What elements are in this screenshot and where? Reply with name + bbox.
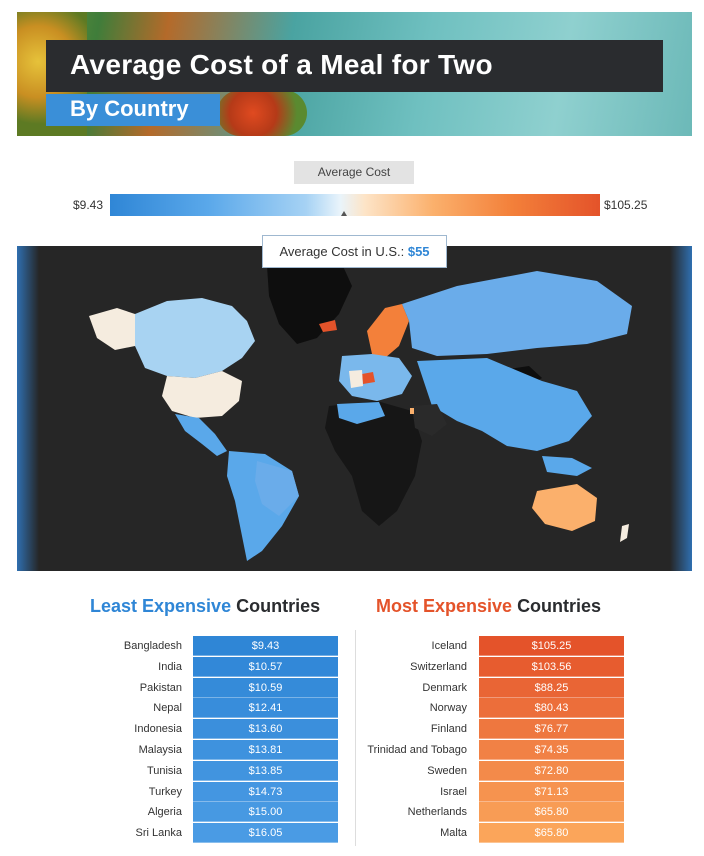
map-region-new-zealand — [620, 524, 629, 542]
map-region-switzerland — [362, 372, 375, 384]
tomatoes-image — [217, 90, 307, 136]
most-value-cell: $76.77 — [479, 719, 624, 740]
least-country-label: Sri Lanka — [135, 827, 182, 840]
map-region-europe — [339, 354, 412, 401]
least-value-cell: $13.81 — [193, 740, 338, 760]
map-edge-right — [670, 246, 692, 571]
legend-title: Average Cost — [294, 161, 414, 184]
map-region-israel — [410, 408, 414, 414]
us-callout-label: Average Cost in U.S.: — [279, 244, 405, 259]
most-country-label: Netherlands — [407, 806, 467, 819]
map-region-brazil — [255, 461, 299, 516]
map-region-canada — [135, 298, 255, 378]
map-edge-left — [17, 246, 39, 571]
most-value-cell: $88.25 — [479, 677, 624, 698]
map-region-usa — [162, 371, 242, 418]
map-region-australia — [532, 484, 597, 531]
least-country-label: Bangladesh — [123, 640, 182, 652]
title-bar — [46, 40, 663, 92]
least-country-label: Nepal — [153, 702, 182, 715]
least-country-label: Algeria — [147, 806, 182, 819]
most-country-label: Finland — [430, 723, 467, 736]
least-country-label: Pakistan — [139, 681, 182, 694]
most-value-cell: $71.13 — [479, 781, 624, 802]
least-country-label: Tunisia — [146, 764, 182, 777]
us-average-callout: Average Cost in U.S.: $55 — [262, 235, 447, 268]
subtitle-bar — [46, 94, 220, 126]
most-value-cell: $65.80 — [479, 802, 624, 823]
most-value-cell: $65.80 — [479, 823, 624, 844]
least-value-cell: $9.43 — [193, 636, 338, 656]
map-region-middle-east — [412, 404, 447, 436]
map-region-africa — [325, 401, 422, 526]
least-value-cell: $15.00 — [193, 802, 338, 823]
most-country-label: Trinidad and Tobago — [367, 744, 467, 756]
world-map — [17, 246, 692, 571]
us-marker-icon — [341, 211, 347, 216]
us-callout-value: $55 — [407, 244, 430, 259]
most-country-label: Norway — [429, 702, 467, 715]
least-country-label: Indonesia — [134, 723, 182, 736]
most-country-label: Israel — [440, 785, 467, 798]
most-country-label: Malta — [440, 827, 467, 840]
map-region-russia — [402, 271, 632, 356]
least-expensive-title: Least Expensive Countries — [90, 596, 320, 617]
most-title-suffix: Countries — [517, 596, 602, 616]
column-divider — [355, 630, 356, 846]
map-region-alaska — [89, 308, 135, 350]
map-region-france — [349, 370, 363, 388]
least-value-cell: $10.59 — [193, 677, 338, 698]
map-region-greenland — [267, 256, 352, 344]
least-value-cell: $16.05 — [193, 823, 338, 844]
map-region-asia — [417, 358, 592, 451]
map-region-southeast-asia — [542, 456, 592, 476]
map-region-scandinavia — [367, 304, 409, 358]
map-svg — [89, 256, 632, 561]
least-title-highlight: Least Expensive — [90, 596, 232, 616]
least-value-cell: $12.41 — [193, 698, 338, 719]
most-expensive-title: Most Expensive Countries — [376, 596, 601, 617]
least-value-cell: $13.60 — [193, 719, 338, 740]
most-value-cell: $74.35 — [479, 740, 624, 760]
legend-min: $9.43 — [73, 198, 104, 212]
page-subtitle: By Country — [70, 96, 189, 121]
most-value-cell: $80.43 — [479, 698, 624, 719]
map-region-mexico — [175, 414, 227, 456]
most-title-highlight: Most Expensive — [376, 596, 513, 616]
map-region-iceland — [319, 320, 337, 332]
least-title-suffix: Countries — [236, 596, 321, 616]
most-value-cell: $105.25 — [479, 636, 624, 656]
least-value-cell: $10.57 — [193, 656, 338, 677]
legend-max: $105.25 — [604, 198, 648, 212]
most-country-label: Sweden — [427, 764, 467, 777]
least-value-cell: $13.85 — [193, 760, 338, 781]
least-country-label: India — [158, 660, 182, 673]
least-country-label: Turkey — [148, 785, 182, 798]
most-country-label: Switzerland — [410, 660, 467, 673]
most-value-cell: $72.80 — [479, 760, 624, 781]
most-country-label: Denmark — [422, 681, 467, 694]
most-value-cell: $103.56 — [479, 656, 624, 677]
least-value-cell: $14.73 — [193, 781, 338, 802]
page-title: Average Cost of a Meal for Two — [70, 49, 493, 80]
most-country-label: Iceland — [431, 640, 467, 652]
least-country-label: Malaysia — [138, 744, 182, 756]
color-scale-bar — [110, 194, 600, 216]
map-region-north-africa — [337, 402, 385, 424]
